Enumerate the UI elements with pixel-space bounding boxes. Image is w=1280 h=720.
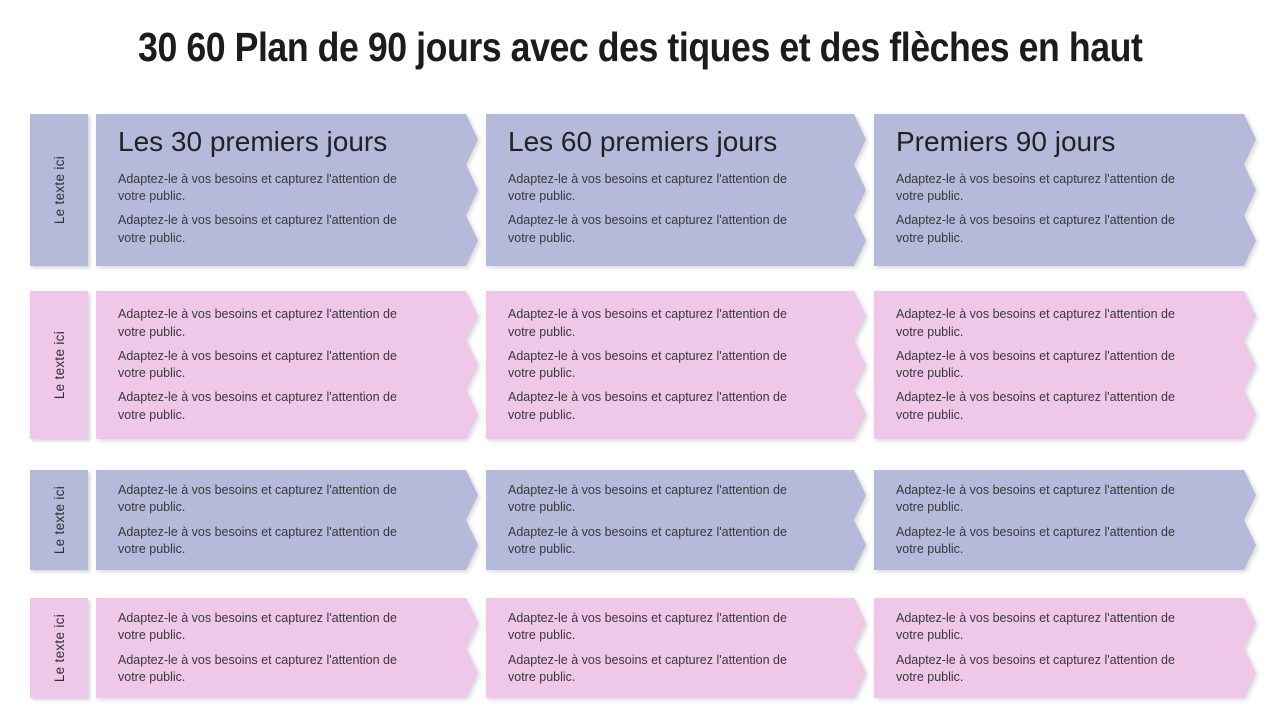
placeholder-text: Adaptez-le à vos besoins et capturez l'a… [118,652,397,684]
arrow-shape: Adaptez-le à vos besoins et capturez l'a… [874,598,1256,698]
arrow-shape: Les 30 premiers jours Adaptez-le à vos b… [96,114,478,266]
placeholder-text: Adaptez-le à vos besoins et capturez l'a… [896,611,1175,643]
arrow-shape: Adaptez-le à vos besoins et capturez l'a… [874,470,1256,570]
arrow-box[interactable]: Adaptez-le à vos besoins et capturez l'a… [874,291,1256,439]
arrow-box[interactable]: Adaptez-le à vos besoins et capturez l'a… [486,291,866,439]
placeholder-text: Adaptez-le à vos besoins et capturez l'a… [508,213,787,245]
placeholder-text: Adaptez-le à vos besoins et capturez l'a… [896,524,1175,556]
placeholder-text: Adaptez-le à vos besoins et capturez l'a… [118,390,397,422]
slide-title-wrap: 30 60 Plan de 90 jours avec des tiques e… [0,24,1280,71]
side-tab[interactable]: Le texte ici [30,291,88,439]
arrow-heading: Les 60 premiers jours [508,126,778,157]
placeholder-text: Adaptez-le à vos besoins et capturez l'a… [118,611,397,643]
arrow-shape: Adaptez-le à vos besoins et capturez l'a… [486,598,866,698]
placeholder-text: Adaptez-le à vos besoins et capturez l'a… [896,483,1175,515]
arrow-shape: Adaptez-le à vos besoins et capturez l'a… [486,291,866,439]
arrow-heading: Premiers 90 jours [896,126,1116,157]
arrow-shape: Adaptez-le à vos besoins et capturez l'a… [874,291,1256,439]
placeholder-text: Adaptez-le à vos besoins et capturez l'a… [508,348,787,380]
placeholder-text: Adaptez-le à vos besoins et capturez l'a… [896,348,1175,380]
side-tab-label: Le texte ici [51,155,67,225]
placeholder-text: Adaptez-le à vos besoins et capturez l'a… [508,390,787,422]
placeholder-text: Adaptez-le à vos besoins et capturez l'a… [508,483,787,515]
arrow-box[interactable]: Adaptez-le à vos besoins et capturez l'a… [96,291,478,439]
arrow-shape: Adaptez-le à vos besoins et capturez l'a… [96,291,478,439]
placeholder-text: Adaptez-le à vos besoins et capturez l'a… [118,483,397,515]
plan-row-4: Le texte ici Adaptez-le à vos besoins et… [0,598,1280,698]
side-tab[interactable]: Le texte ici [30,470,88,570]
arrow-shape: Premiers 90 jours Adaptez-le à vos besoi… [874,114,1256,266]
placeholder-text: Adaptez-le à vos besoins et capturez l'a… [508,171,787,204]
placeholder-text: Adaptez-le à vos besoins et capturez l'a… [118,307,397,339]
placeholder-text: Adaptez-le à vos besoins et capturez l'a… [118,171,397,204]
arrow-box-90-days[interactable]: Premiers 90 jours Adaptez-le à vos besoi… [874,114,1256,266]
arrow-heading: Les 30 premiers jours [118,126,388,157]
arrow-shape: Les 60 premiers jours Adaptez-le à vos b… [486,114,866,266]
placeholder-text: Adaptez-le à vos besoins et capturez l'a… [896,171,1175,204]
side-tab-label: Le texte ici [51,613,67,683]
slide-title: 30 60 Plan de 90 jours avec des tiques e… [137,24,1143,70]
placeholder-text: Adaptez-le à vos besoins et capturez l'a… [896,390,1175,422]
arrow-shape: Adaptez-le à vos besoins et capturez l'a… [486,470,866,570]
placeholder-text: Adaptez-le à vos besoins et capturez l'a… [118,348,397,380]
arrow-box[interactable]: Adaptez-le à vos besoins et capturez l'a… [96,598,478,698]
arrow-shape: Adaptez-le à vos besoins et capturez l'a… [96,598,478,698]
plan-row-3: Le texte ici Adaptez-le à vos besoins et… [0,470,1280,570]
placeholder-text: Adaptez-le à vos besoins et capturez l'a… [508,524,787,556]
plan-row-2: Le texte ici Adaptez-le à vos besoins et… [0,291,1280,439]
placeholder-text: Adaptez-le à vos besoins et capturez l'a… [896,307,1175,339]
arrow-box-60-days[interactable]: Les 60 premiers jours Adaptez-le à vos b… [486,114,866,266]
arrow-box-30-days[interactable]: Les 30 premiers jours Adaptez-le à vos b… [96,114,478,266]
arrow-box[interactable]: Adaptez-le à vos besoins et capturez l'a… [486,598,866,698]
placeholder-text: Adaptez-le à vos besoins et capturez l'a… [118,213,397,245]
side-tab-label: Le texte ici [51,485,67,555]
side-tab[interactable]: Le texte ici [30,598,88,698]
arrow-box[interactable]: Adaptez-le à vos besoins et capturez l'a… [874,470,1256,570]
arrow-box[interactable]: Adaptez-le à vos besoins et capturez l'a… [486,470,866,570]
arrow-box[interactable]: Adaptez-le à vos besoins et capturez l'a… [96,470,478,570]
placeholder-text: Adaptez-le à vos besoins et capturez l'a… [896,213,1175,245]
placeholder-text: Adaptez-le à vos besoins et capturez l'a… [896,652,1175,684]
placeholder-text: Adaptez-le à vos besoins et capturez l'a… [508,652,787,684]
arrow-box[interactable]: Adaptez-le à vos besoins et capturez l'a… [874,598,1256,698]
placeholder-text: Adaptez-le à vos besoins et capturez l'a… [508,307,787,339]
side-tab-label: Le texte ici [51,330,67,400]
plan-row-1: Le texte ici Les 30 premiers jours Adapt… [0,114,1280,266]
placeholder-text: Adaptez-le à vos besoins et capturez l'a… [118,524,397,556]
side-tab[interactable]: Le texte ici [30,114,88,266]
arrow-shape: Adaptez-le à vos besoins et capturez l'a… [96,470,478,570]
placeholder-text: Adaptez-le à vos besoins et capturez l'a… [508,611,787,643]
